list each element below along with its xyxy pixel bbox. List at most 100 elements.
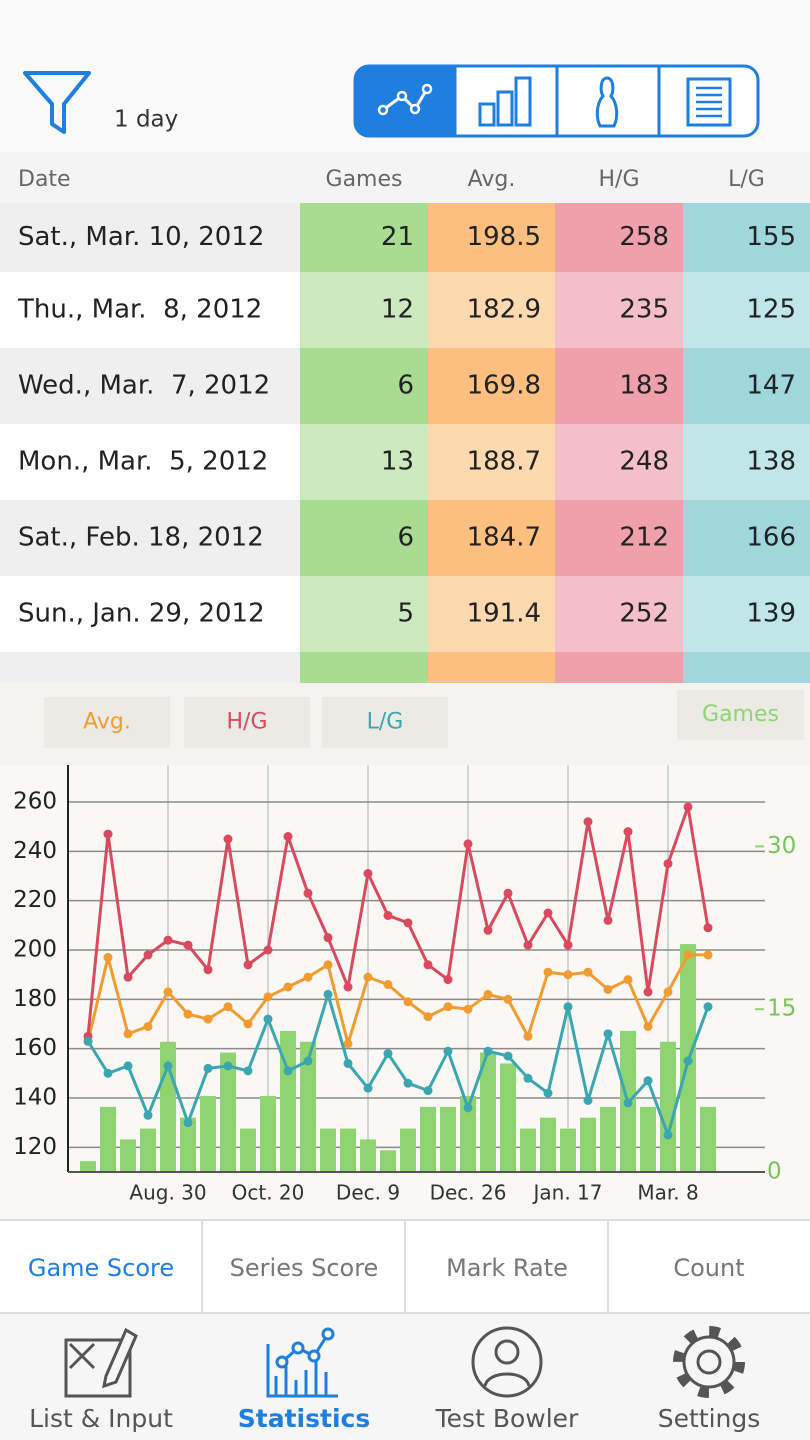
point <box>623 975 633 985</box>
point <box>403 997 413 1007</box>
legend-label[interactable]: L/G <box>367 710 404 735</box>
segment-bar[interactable] <box>478 76 532 127</box>
table-cell <box>0 348 300 424</box>
bar <box>540 1117 556 1172</box>
bar <box>700 1106 716 1172</box>
tab[interactable]: Game Score <box>28 1254 174 1282</box>
point <box>343 1058 353 1068</box>
cell-value: 147 <box>746 371 796 401</box>
segment-pin[interactable] <box>595 76 619 128</box>
table-cell <box>428 348 555 424</box>
nav-label[interactable]: List & Input <box>29 1404 173 1433</box>
cell-date: Sat., Mar. 10, 2012 <box>18 222 264 252</box>
nav-bowler-icon[interactable] <box>471 1326 543 1398</box>
table-cell <box>555 348 683 424</box>
bar <box>560 1128 576 1172</box>
point <box>403 918 413 928</box>
point <box>643 1021 653 1031</box>
legend-label[interactable]: Games <box>702 702 779 727</box>
tab[interactable]: Mark Rate <box>446 1254 568 1282</box>
table-cell <box>300 424 428 500</box>
point <box>543 1088 553 1098</box>
point <box>163 935 173 945</box>
bar <box>600 1106 616 1172</box>
nav-settings-icon[interactable] <box>673 1326 745 1398</box>
nav-stats-icon[interactable] <box>266 1327 338 1398</box>
point <box>703 950 713 960</box>
y2-tick-label: 30 <box>767 833 796 859</box>
point <box>223 1061 233 1071</box>
y-tick-label: 220 <box>13 887 57 913</box>
x-tick-label: Mar. 8 <box>637 1181 698 1205</box>
nav-label[interactable]: Test Bowler <box>435 1404 579 1433</box>
point <box>183 940 193 950</box>
point <box>363 1083 373 1093</box>
tab[interactable]: Count <box>673 1254 744 1282</box>
table-cell <box>683 500 810 576</box>
icon-hub <box>696 1349 722 1375</box>
table-cell <box>555 500 683 576</box>
legend-label[interactable]: Avg. <box>83 710 131 735</box>
filter-icon[interactable] <box>23 71 91 134</box>
point <box>423 1012 433 1022</box>
nav-label[interactable]: Settings <box>658 1404 761 1433</box>
table-cell <box>555 424 683 500</box>
tab[interactable]: Series Score <box>230 1254 379 1282</box>
bar <box>340 1128 356 1172</box>
icon-box <box>64 1338 132 1398</box>
bar <box>380 1150 396 1172</box>
point <box>483 1046 493 1056</box>
bar <box>200 1096 216 1172</box>
point <box>203 965 213 975</box>
y-tick-label: 140 <box>13 1085 57 1111</box>
segment-list[interactable] <box>686 77 732 127</box>
cell-value: 188.7 <box>467 447 541 477</box>
bar <box>280 1030 296 1172</box>
cell-value: 212 <box>619 523 669 553</box>
legend-button[interactable] <box>184 697 310 748</box>
point <box>143 950 153 960</box>
point <box>243 1066 253 1076</box>
point <box>243 1019 253 1029</box>
list-icon <box>686 77 732 127</box>
bar <box>160 1041 176 1172</box>
point <box>703 1002 713 1012</box>
y-tick-label: 200 <box>13 937 57 963</box>
list-icon-lines <box>696 86 722 118</box>
point <box>263 945 273 955</box>
nav-label[interactable]: Statistics <box>238 1404 370 1433</box>
table-cell <box>428 500 555 576</box>
table-cell-partial <box>555 652 683 683</box>
column-header: L/G <box>728 167 765 192</box>
icon-line <box>281 1333 330 1364</box>
point <box>663 1130 673 1140</box>
bar <box>360 1139 376 1172</box>
line-icon-dot <box>409 103 421 115</box>
point <box>303 972 313 982</box>
cell-value: 13 <box>381 447 414 477</box>
bar <box>400 1128 416 1172</box>
point <box>283 1066 293 1076</box>
legend-label[interactable]: H/G <box>226 710 267 735</box>
line-icon-dot <box>396 90 408 102</box>
column-header: Avg. <box>468 167 516 192</box>
table-cell <box>555 203 683 272</box>
bar <box>300 1041 316 1172</box>
point <box>663 987 673 997</box>
nav-list-icon[interactable] <box>64 1327 138 1398</box>
legend-button[interactable] <box>322 697 448 748</box>
point <box>303 888 313 898</box>
point <box>563 940 573 950</box>
table-cell <box>428 272 555 348</box>
legend-button[interactable] <box>677 690 804 740</box>
bar <box>120 1139 136 1172</box>
bar <box>440 1106 456 1172</box>
cell-value: 191.4 <box>467 599 541 629</box>
legend-button[interactable] <box>44 697 170 748</box>
bar <box>320 1128 336 1172</box>
point <box>603 915 613 925</box>
bar <box>480 1052 496 1172</box>
point <box>483 989 493 999</box>
point <box>223 1002 233 1012</box>
